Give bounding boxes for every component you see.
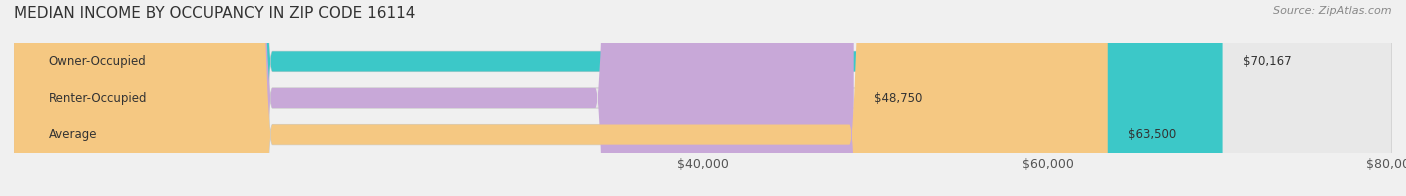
- Text: Average: Average: [48, 128, 97, 141]
- Text: $63,500: $63,500: [1129, 128, 1177, 141]
- FancyBboxPatch shape: [14, 0, 1108, 196]
- Text: Source: ZipAtlas.com: Source: ZipAtlas.com: [1274, 6, 1392, 16]
- FancyBboxPatch shape: [14, 0, 1392, 196]
- FancyBboxPatch shape: [14, 0, 1392, 196]
- Text: $70,167: $70,167: [1243, 55, 1292, 68]
- FancyBboxPatch shape: [14, 0, 853, 196]
- FancyBboxPatch shape: [14, 0, 1223, 196]
- Text: MEDIAN INCOME BY OCCUPANCY IN ZIP CODE 16114: MEDIAN INCOME BY OCCUPANCY IN ZIP CODE 1…: [14, 6, 415, 21]
- Text: $48,750: $48,750: [875, 92, 922, 104]
- Text: Owner-Occupied: Owner-Occupied: [48, 55, 146, 68]
- FancyBboxPatch shape: [14, 0, 1392, 196]
- Text: Renter-Occupied: Renter-Occupied: [48, 92, 148, 104]
